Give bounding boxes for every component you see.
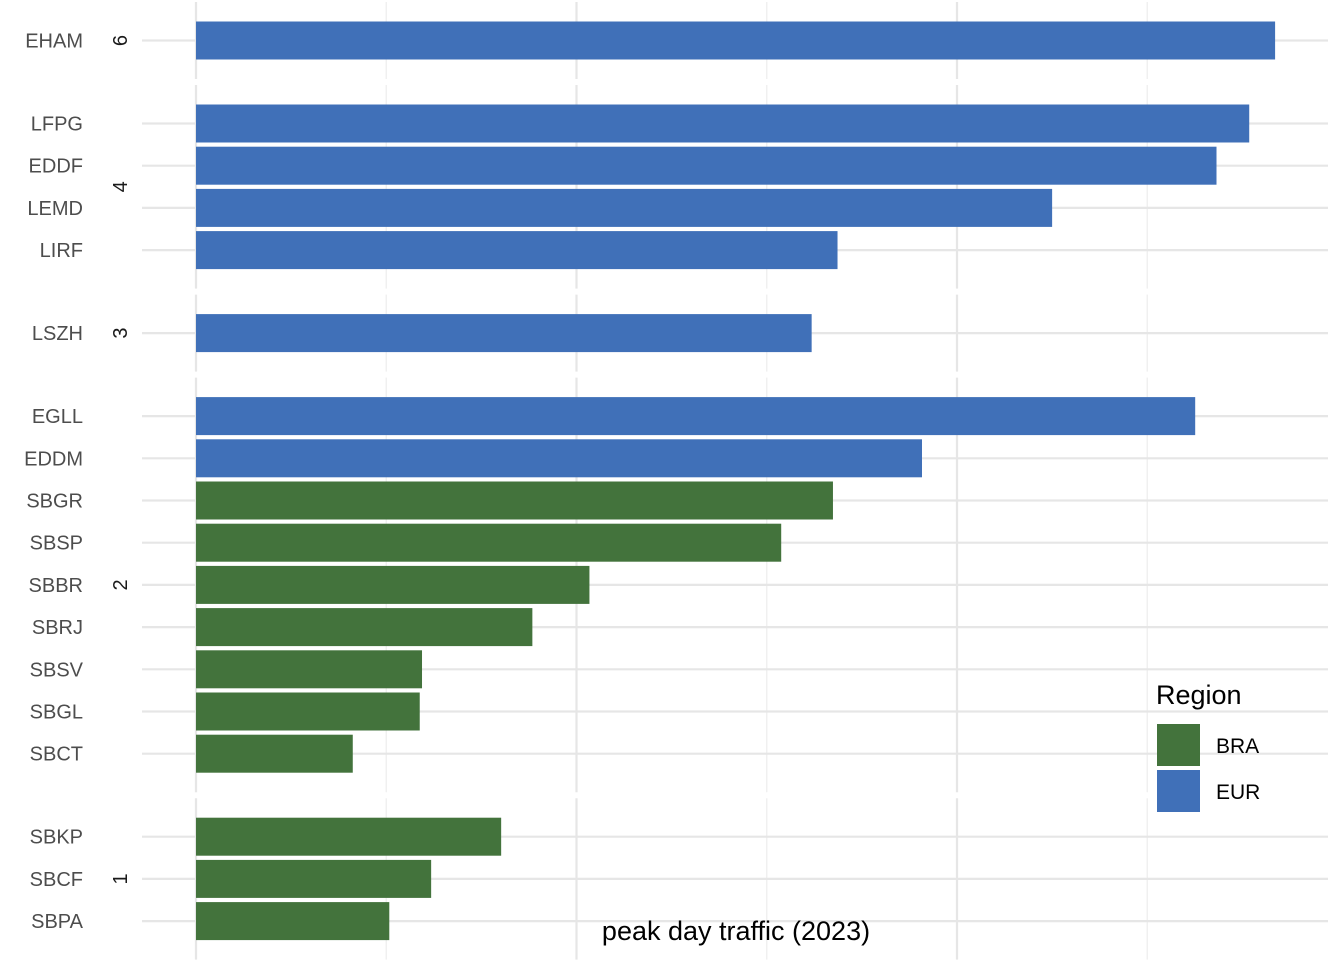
y-tick-label: SBRJ	[32, 617, 83, 639]
y-tick-label: LSZH	[32, 323, 83, 345]
bar-eddf	[196, 146, 1217, 185]
y-tick-label: SBKP	[30, 827, 83, 849]
bar-sbpa	[196, 902, 390, 941]
bar-sbgr	[196, 481, 833, 520]
bar-lirf	[196, 231, 838, 270]
y-tick-label: SBCT	[30, 744, 83, 766]
grid-layer	[142, 2, 1328, 960]
labels-layer: EHAM 6 LFPG EDDF LEMD LIRF 4 LSZH 3 EGLL EDDM SBGR S…	[24, 31, 132, 934]
bar-sbgl	[196, 692, 420, 731]
facet-label: 3	[110, 328, 132, 339]
facet-label: 2	[110, 579, 132, 590]
y-tick-label: EDDM	[24, 448, 83, 470]
bar-lszh	[196, 314, 812, 353]
x-axis-title: peak day traffic (2023)	[602, 916, 870, 946]
y-tick-label: SBGL	[30, 702, 83, 724]
y-tick-label: SBPA	[31, 911, 84, 933]
legend-key-bra	[1157, 724, 1200, 766]
y-tick-label: SBBR	[29, 575, 83, 597]
bar-sbrj	[196, 608, 533, 647]
y-tick-label: SBSP	[30, 533, 83, 555]
y-tick-label: EDDF	[29, 156, 83, 178]
y-tick-label: SBGR	[26, 491, 83, 513]
legend-label: BRA	[1216, 735, 1259, 758]
bar-sbct	[196, 734, 353, 773]
bar-eddm	[196, 439, 922, 478]
y-tick-label: SBSV	[30, 659, 84, 681]
y-tick-label: LEMD	[27, 198, 83, 220]
legend-key-eur	[1157, 770, 1200, 812]
y-tick-label: LIRF	[40, 240, 83, 262]
bar-eham	[196, 21, 1276, 60]
bar-sbbr	[196, 565, 590, 604]
bar-egll	[196, 397, 1196, 436]
legend-title: Region	[1156, 680, 1242, 710]
legend-label: EUR	[1216, 781, 1260, 804]
bar-sbsp	[196, 523, 782, 562]
y-tick-label: LFPG	[31, 114, 83, 136]
bar-sbcf	[196, 859, 432, 898]
y-tick-label: EGLL	[32, 406, 83, 428]
facet-label: 4	[110, 181, 132, 192]
legend: Region BRA EUR	[1156, 680, 1260, 812]
y-tick-label: EHAM	[25, 31, 83, 53]
bar-lemd	[196, 188, 1053, 227]
bar-sbsv	[196, 650, 423, 689]
bars-layer	[196, 21, 1276, 941]
facet-label: 1	[110, 873, 132, 884]
bar-sbkp	[196, 817, 502, 856]
bar-lfpg	[196, 104, 1250, 143]
facet-label: 6	[110, 35, 132, 46]
y-tick-label: SBCF	[30, 869, 83, 891]
